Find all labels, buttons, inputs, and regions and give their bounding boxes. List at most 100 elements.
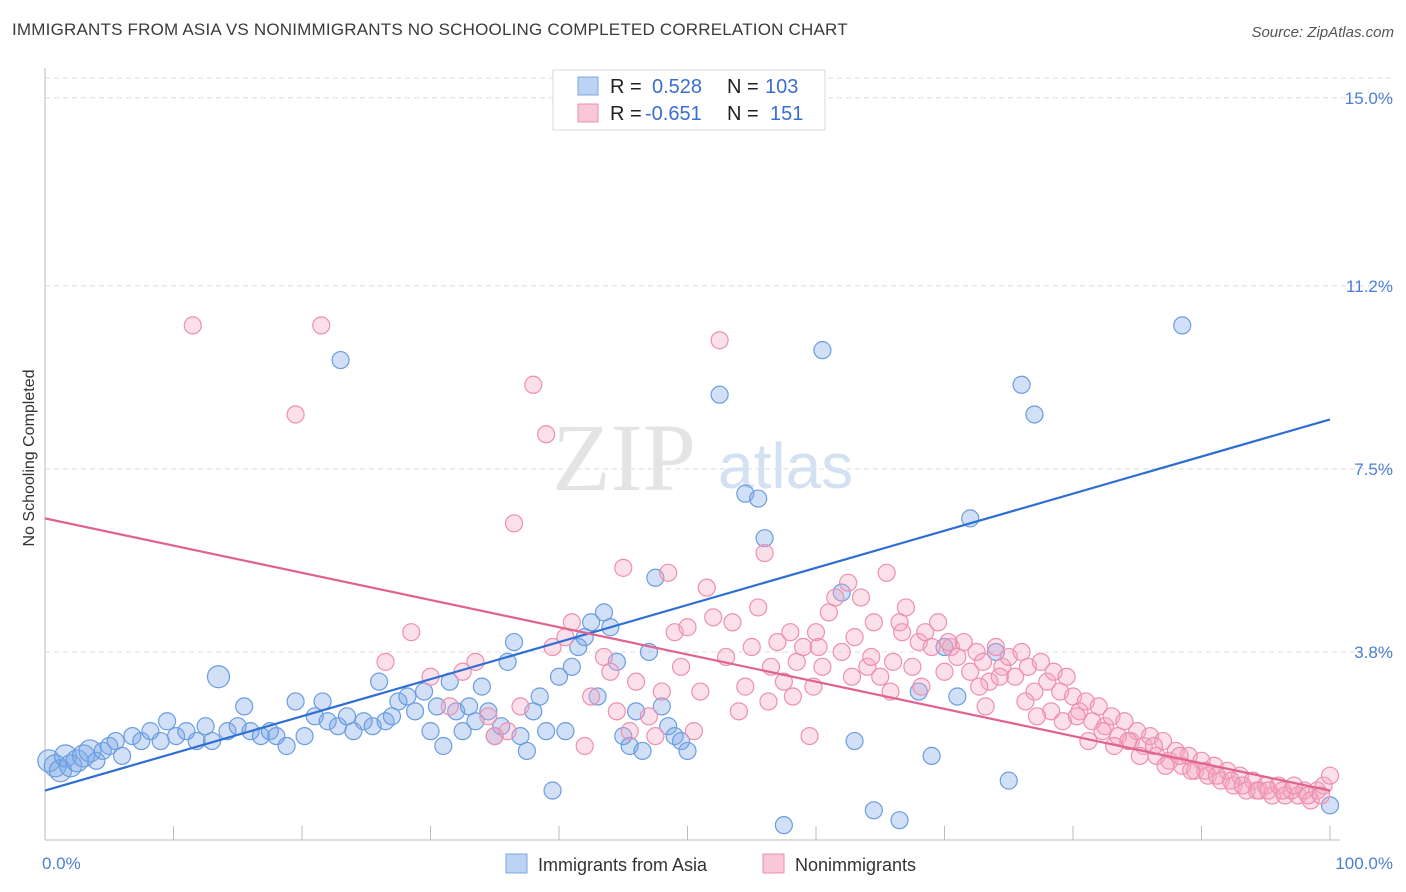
data-point bbox=[710, 331, 729, 350]
series-legend: Immigrants from Asia Nonimmigrants bbox=[505, 853, 916, 875]
data-point bbox=[986, 637, 1006, 657]
stats-n-label: N = bbox=[727, 76, 759, 98]
data-point bbox=[1284, 776, 1304, 795]
x-tick-max: 100.0% bbox=[1335, 854, 1393, 873]
data-point bbox=[331, 350, 350, 370]
data-point bbox=[1057, 667, 1076, 686]
data-point bbox=[862, 647, 881, 667]
series-nonimmigrants bbox=[183, 316, 1340, 810]
data-point bbox=[928, 613, 948, 632]
data-point bbox=[1153, 731, 1173, 751]
data-point bbox=[659, 563, 678, 582]
data-point bbox=[151, 731, 170, 751]
data-point bbox=[749, 489, 768, 508]
data-point bbox=[961, 662, 980, 681]
data-point bbox=[826, 588, 845, 607]
data-point bbox=[671, 731, 691, 751]
data-point bbox=[832, 642, 851, 662]
data-point bbox=[922, 746, 941, 765]
data-point bbox=[466, 652, 485, 671]
data-point bbox=[472, 677, 491, 696]
data-point bbox=[892, 623, 912, 642]
data-point bbox=[434, 736, 453, 756]
data-point bbox=[864, 613, 883, 632]
y-tick-label: 7.5% bbox=[1354, 460, 1393, 479]
data-point bbox=[1027, 707, 1047, 726]
data-point bbox=[954, 632, 973, 652]
data-point bbox=[1096, 717, 1115, 736]
data-point bbox=[295, 726, 314, 746]
y-axis-label: No Schooling Completed bbox=[21, 370, 38, 547]
stats-r-value: -0.651 bbox=[645, 103, 702, 125]
data-point bbox=[783, 687, 802, 706]
trend-line-nonimmigrants bbox=[44, 517, 1331, 792]
data-point bbox=[402, 623, 421, 642]
stats-n-value: 151 bbox=[770, 103, 803, 125]
data-point bbox=[421, 722, 440, 741]
data-point bbox=[678, 741, 697, 761]
data-point bbox=[858, 657, 877, 676]
data-point bbox=[549, 667, 569, 686]
data-point bbox=[376, 652, 395, 671]
data-point bbox=[277, 736, 296, 756]
data-point bbox=[710, 385, 729, 404]
data-point bbox=[607, 702, 626, 721]
data-point bbox=[691, 682, 710, 701]
data-point bbox=[235, 697, 254, 716]
data-point bbox=[806, 623, 826, 642]
data-point bbox=[479, 702, 498, 721]
data-point bbox=[659, 717, 678, 736]
data-point bbox=[842, 667, 862, 686]
data-point bbox=[1012, 375, 1031, 394]
data-point bbox=[980, 672, 999, 691]
stats-swatch-pink bbox=[577, 103, 599, 123]
data-point bbox=[1207, 766, 1227, 785]
data-point bbox=[537, 722, 556, 741]
data-point bbox=[504, 632, 524, 652]
stats-r-label: R = bbox=[610, 103, 642, 125]
data-point bbox=[912, 677, 931, 696]
data-point bbox=[1320, 766, 1340, 785]
data-point bbox=[132, 731, 151, 751]
data-point bbox=[948, 687, 967, 706]
data-point bbox=[312, 316, 331, 335]
data-point bbox=[1031, 652, 1050, 671]
legend-label-nonimmigrants: Nonimmigrants bbox=[795, 855, 916, 875]
data-point bbox=[1070, 702, 1089, 721]
data-point bbox=[970, 677, 989, 696]
data-point bbox=[736, 677, 755, 696]
data-point bbox=[781, 623, 800, 642]
data-point bbox=[398, 687, 417, 706]
trend-lines bbox=[44, 418, 1331, 792]
data-point bbox=[1221, 771, 1241, 790]
data-point bbox=[1173, 316, 1192, 335]
data-point bbox=[774, 816, 793, 835]
source-label: Source: ZipAtlas.com bbox=[1251, 24, 1394, 41]
data-point bbox=[78, 739, 102, 763]
data-point bbox=[813, 341, 832, 360]
data-point bbox=[354, 712, 373, 731]
data-point bbox=[318, 712, 337, 731]
data-point bbox=[530, 687, 549, 706]
data-point bbox=[562, 657, 581, 676]
axes bbox=[44, 68, 1340, 841]
data-point bbox=[626, 672, 646, 691]
data-point bbox=[1196, 761, 1215, 780]
data-point bbox=[183, 316, 202, 335]
data-point bbox=[813, 657, 832, 676]
data-point bbox=[614, 558, 633, 577]
stats-n-label: N = bbox=[727, 103, 759, 125]
data-point bbox=[903, 657, 922, 676]
trend-line-asia bbox=[44, 418, 1331, 792]
data-point bbox=[845, 628, 864, 647]
data-point bbox=[935, 662, 954, 681]
data-point bbox=[973, 652, 993, 671]
data-point bbox=[684, 722, 704, 741]
data-point bbox=[729, 702, 749, 721]
data-point bbox=[794, 637, 813, 657]
data-point bbox=[1320, 796, 1340, 815]
data-point bbox=[453, 722, 472, 741]
data-point bbox=[809, 637, 828, 657]
legend-swatch-asia bbox=[505, 853, 528, 874]
data-point bbox=[883, 652, 903, 671]
